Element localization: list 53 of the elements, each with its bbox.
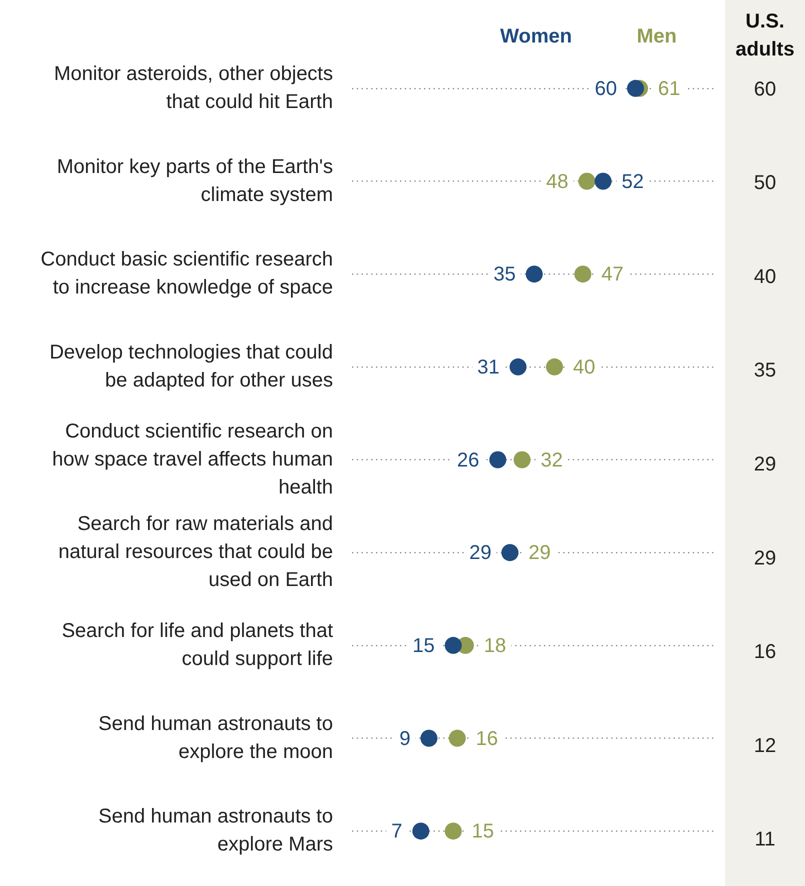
y-tick-label: Search for life and planets that could support life xyxy=(62,620,334,670)
data-label: 40 xyxy=(754,266,776,288)
point xyxy=(444,636,462,654)
point xyxy=(448,730,466,747)
point xyxy=(627,80,644,97)
data-label: 52 xyxy=(622,170,644,193)
data-label: 47 xyxy=(601,264,624,286)
data-label: 29 xyxy=(754,454,776,476)
data-label: 7 xyxy=(391,820,402,843)
data-label: 60 xyxy=(594,78,618,100)
y-tick-label: Search for raw materials and natural resources that could be used on Earth xyxy=(58,513,333,592)
data-label: 29 xyxy=(754,547,776,570)
series-label: Men xyxy=(636,26,677,48)
data-label: 26 xyxy=(457,449,480,472)
y-tick-label: Conduct scientific research on how space travel affects human health xyxy=(52,420,333,498)
data-label: 35 xyxy=(494,264,516,286)
point xyxy=(510,358,527,376)
y-tick-label: Send human astronauts to explore the moon xyxy=(98,712,333,763)
point xyxy=(574,266,592,283)
data-label: 35 xyxy=(754,360,776,382)
y-tick-label: Monitor asteroids, other objects that could hit Earth xyxy=(54,62,333,113)
text: U.S. adults xyxy=(736,10,794,61)
data-label: 11 xyxy=(754,828,776,851)
point xyxy=(578,172,596,190)
point xyxy=(412,822,430,840)
data-label: 15 xyxy=(472,820,494,843)
data-label: 29 xyxy=(528,542,551,564)
point xyxy=(489,451,506,468)
point xyxy=(594,172,612,190)
data-label: 15 xyxy=(412,634,435,657)
data-label: 48 xyxy=(546,170,568,193)
data-label: 50 xyxy=(754,172,776,194)
data-label: 31 xyxy=(477,356,500,378)
data-label: 40 xyxy=(573,356,596,378)
data-label: 29 xyxy=(469,542,492,564)
data-label: 18 xyxy=(484,634,506,657)
y-tick-label: Send human astronauts to explore Mars xyxy=(98,806,333,856)
data-label: 61 xyxy=(658,78,680,100)
point xyxy=(526,266,543,283)
data-label: 16 xyxy=(476,728,498,750)
data-label: 60 xyxy=(754,78,776,100)
data-label: 9 xyxy=(399,728,410,750)
data-label: 12 xyxy=(754,734,776,757)
text: Women xyxy=(500,26,572,48)
point xyxy=(514,451,531,468)
point xyxy=(444,822,462,840)
point xyxy=(546,358,563,376)
point xyxy=(420,730,438,747)
data-label: 32 xyxy=(540,449,563,472)
data-label: 16 xyxy=(754,641,776,664)
y-tick-label: Monitor key parts of the Earth's climate system xyxy=(56,156,333,206)
y-tick-label: Develop technologies that could be adapted for other uses xyxy=(49,341,333,392)
y-tick-label: Conduct basic scientific research to increase knowledge of space xyxy=(40,248,333,299)
